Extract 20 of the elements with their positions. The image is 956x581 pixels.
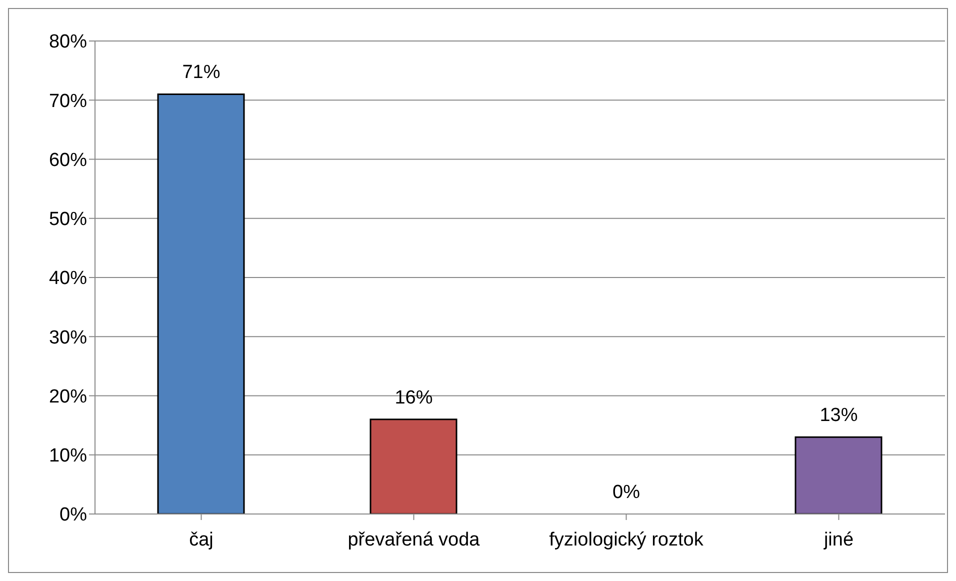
x-tick-label: fyziologický roztok (549, 529, 704, 550)
x-tick-label: jiné (822, 529, 854, 550)
y-tick-label: 70% (48, 90, 88, 112)
y-tick-label: 30% (48, 327, 88, 348)
data-label: 13% (820, 405, 858, 426)
x-tick-label: převařená voda (348, 529, 480, 550)
bar (370, 418, 458, 514)
y-tick-label: 50% (48, 209, 88, 230)
y-tick-label: 40% (48, 268, 88, 290)
x-tick-label: čaj (189, 529, 214, 550)
y-tick-label: 10% (48, 446, 88, 467)
y-tick-label: 0% (60, 504, 88, 526)
bar (794, 436, 882, 514)
data-label: 0% (612, 482, 640, 503)
data-label: 71% (182, 62, 220, 84)
y-tick-label: 20% (48, 386, 88, 408)
data-label: 16% (394, 387, 433, 408)
y-tick-label: 60% (48, 150, 88, 171)
y-tick-label: 80% (48, 32, 88, 53)
bar (157, 93, 245, 514)
